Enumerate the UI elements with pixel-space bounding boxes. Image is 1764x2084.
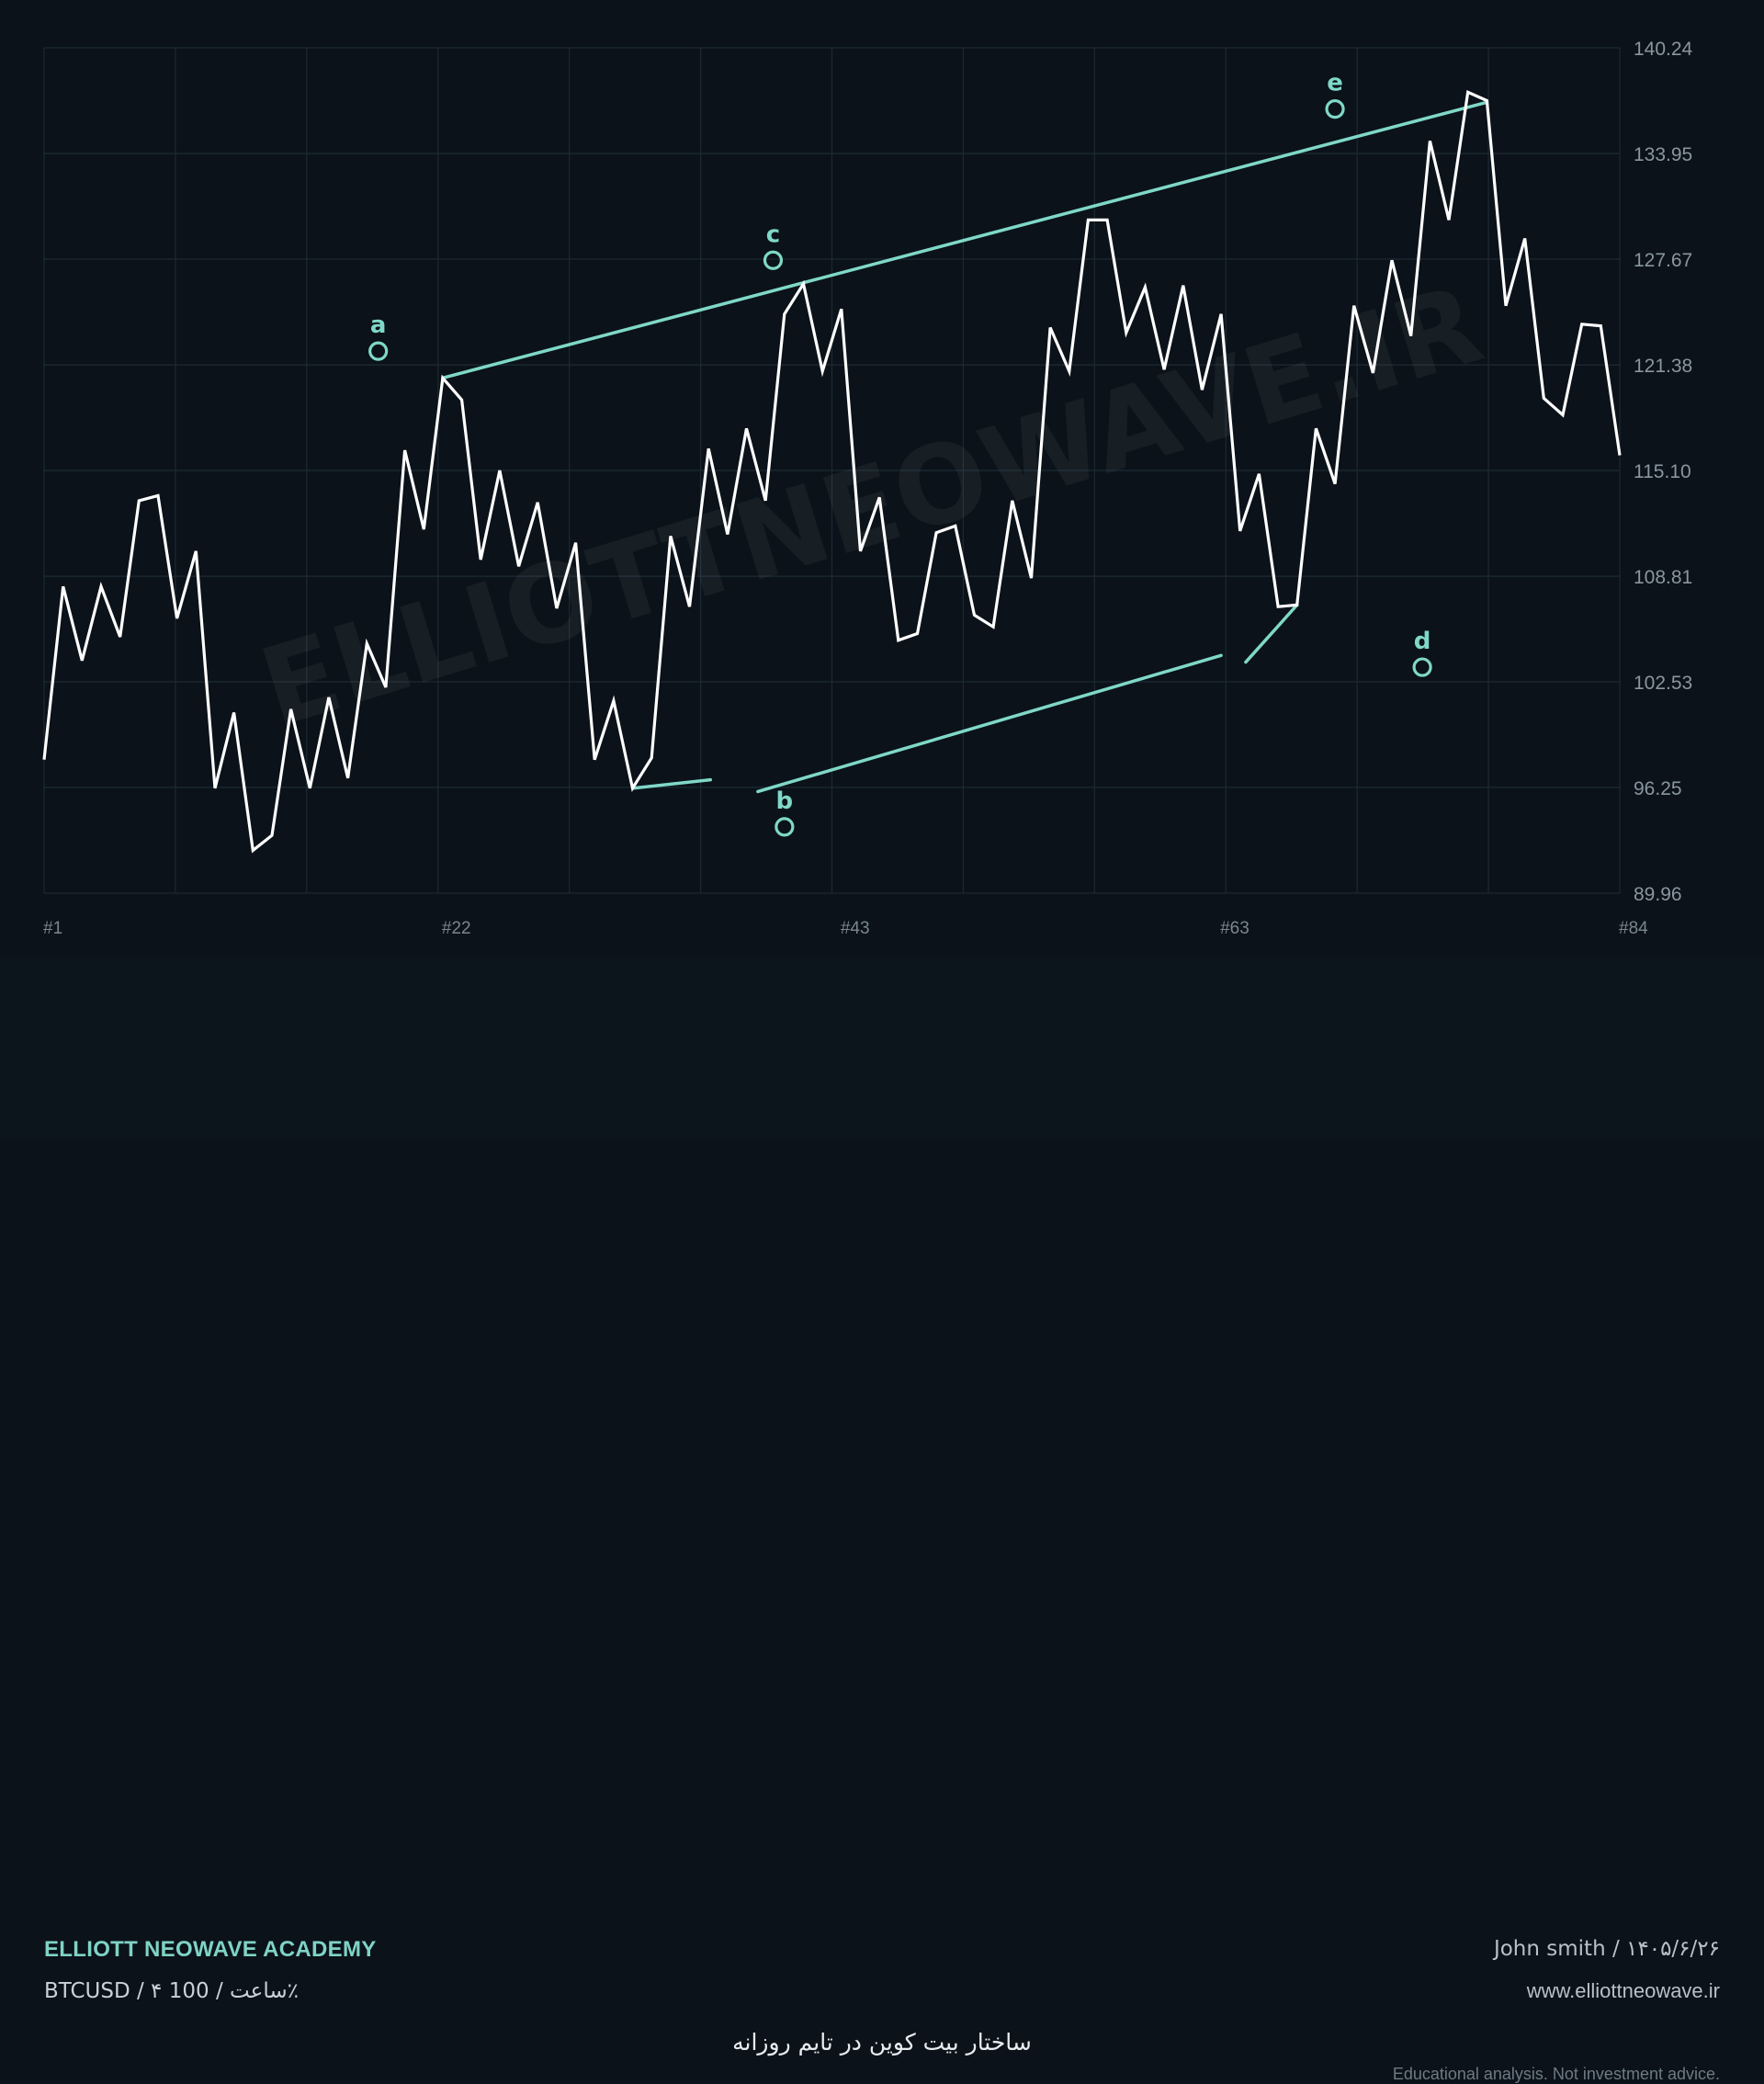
channel-line xyxy=(441,100,1489,380)
y-axis: 140.24 133.95 127.67 121.38 115.10 108.81 102.… xyxy=(1634,39,1693,905)
y-tick-label: 115.10 xyxy=(1634,461,1691,482)
chart-caption: ساختار بیت کوین در تایم روزانه xyxy=(732,2029,1032,2056)
author-date: John smith / ۱۴۰۵/۶/۲۶ xyxy=(1493,1937,1720,1961)
channel-line xyxy=(1244,603,1299,664)
wave-marker-b xyxy=(775,817,795,837)
wave-label-e: e xyxy=(1327,70,1343,97)
price-series xyxy=(42,89,1622,854)
x-tick-label: #43 xyxy=(841,919,870,938)
footer: ELLIOTT NEOWAVE ACADEMY BTCUSD / ۴ ساعت … xyxy=(0,956,1764,2083)
x-tick-label: #1 xyxy=(43,919,62,938)
disclaimer: Educational analysis. Not investment adv… xyxy=(1392,2065,1720,2083)
wave-marker-c xyxy=(763,250,784,270)
x-tick-label: #22 xyxy=(442,919,471,938)
website-link[interactable]: www.elliottneowave.ir xyxy=(1526,1979,1720,2002)
channel-line xyxy=(630,777,713,790)
x-tick-label: #63 xyxy=(1220,919,1250,938)
y-tick-label: 140.24 xyxy=(1634,39,1693,60)
x-tick-label: #84 xyxy=(1619,919,1648,938)
wave-label-b: b xyxy=(776,787,794,815)
wave-label-d: d xyxy=(1414,628,1431,655)
grid xyxy=(43,47,1621,894)
y-tick-label: 121.38 xyxy=(1634,356,1692,377)
y-tick-label: 108.81 xyxy=(1634,567,1692,588)
channel-line xyxy=(756,653,1223,794)
wave-label-c: c xyxy=(766,221,780,248)
y-tick-label: 127.67 xyxy=(1634,250,1692,271)
channel-lines xyxy=(441,100,1489,794)
chart-background xyxy=(0,0,1764,956)
wave-marker-d xyxy=(1412,657,1432,677)
wave-marker-a xyxy=(368,341,389,361)
y-tick-label: 102.53 xyxy=(1634,673,1692,694)
y-tick-label: 96.25 xyxy=(1634,778,1682,799)
y-tick-label: 133.95 xyxy=(1634,144,1692,165)
price-line xyxy=(42,89,1622,854)
wave-marker-e xyxy=(1325,99,1345,119)
x-axis: #1 #22 #43 #63 #84 xyxy=(43,919,1648,938)
brand-name: ELLIOTT NEOWAVE ACADEMY xyxy=(44,1937,377,1962)
symbol-info: BTCUSD / ۴ ساعت / 100٪ xyxy=(44,1979,299,2003)
y-tick-label: 89.96 xyxy=(1634,884,1682,905)
wave-labels: a c b e d xyxy=(368,70,1432,837)
wave-label-a: a xyxy=(370,311,387,339)
